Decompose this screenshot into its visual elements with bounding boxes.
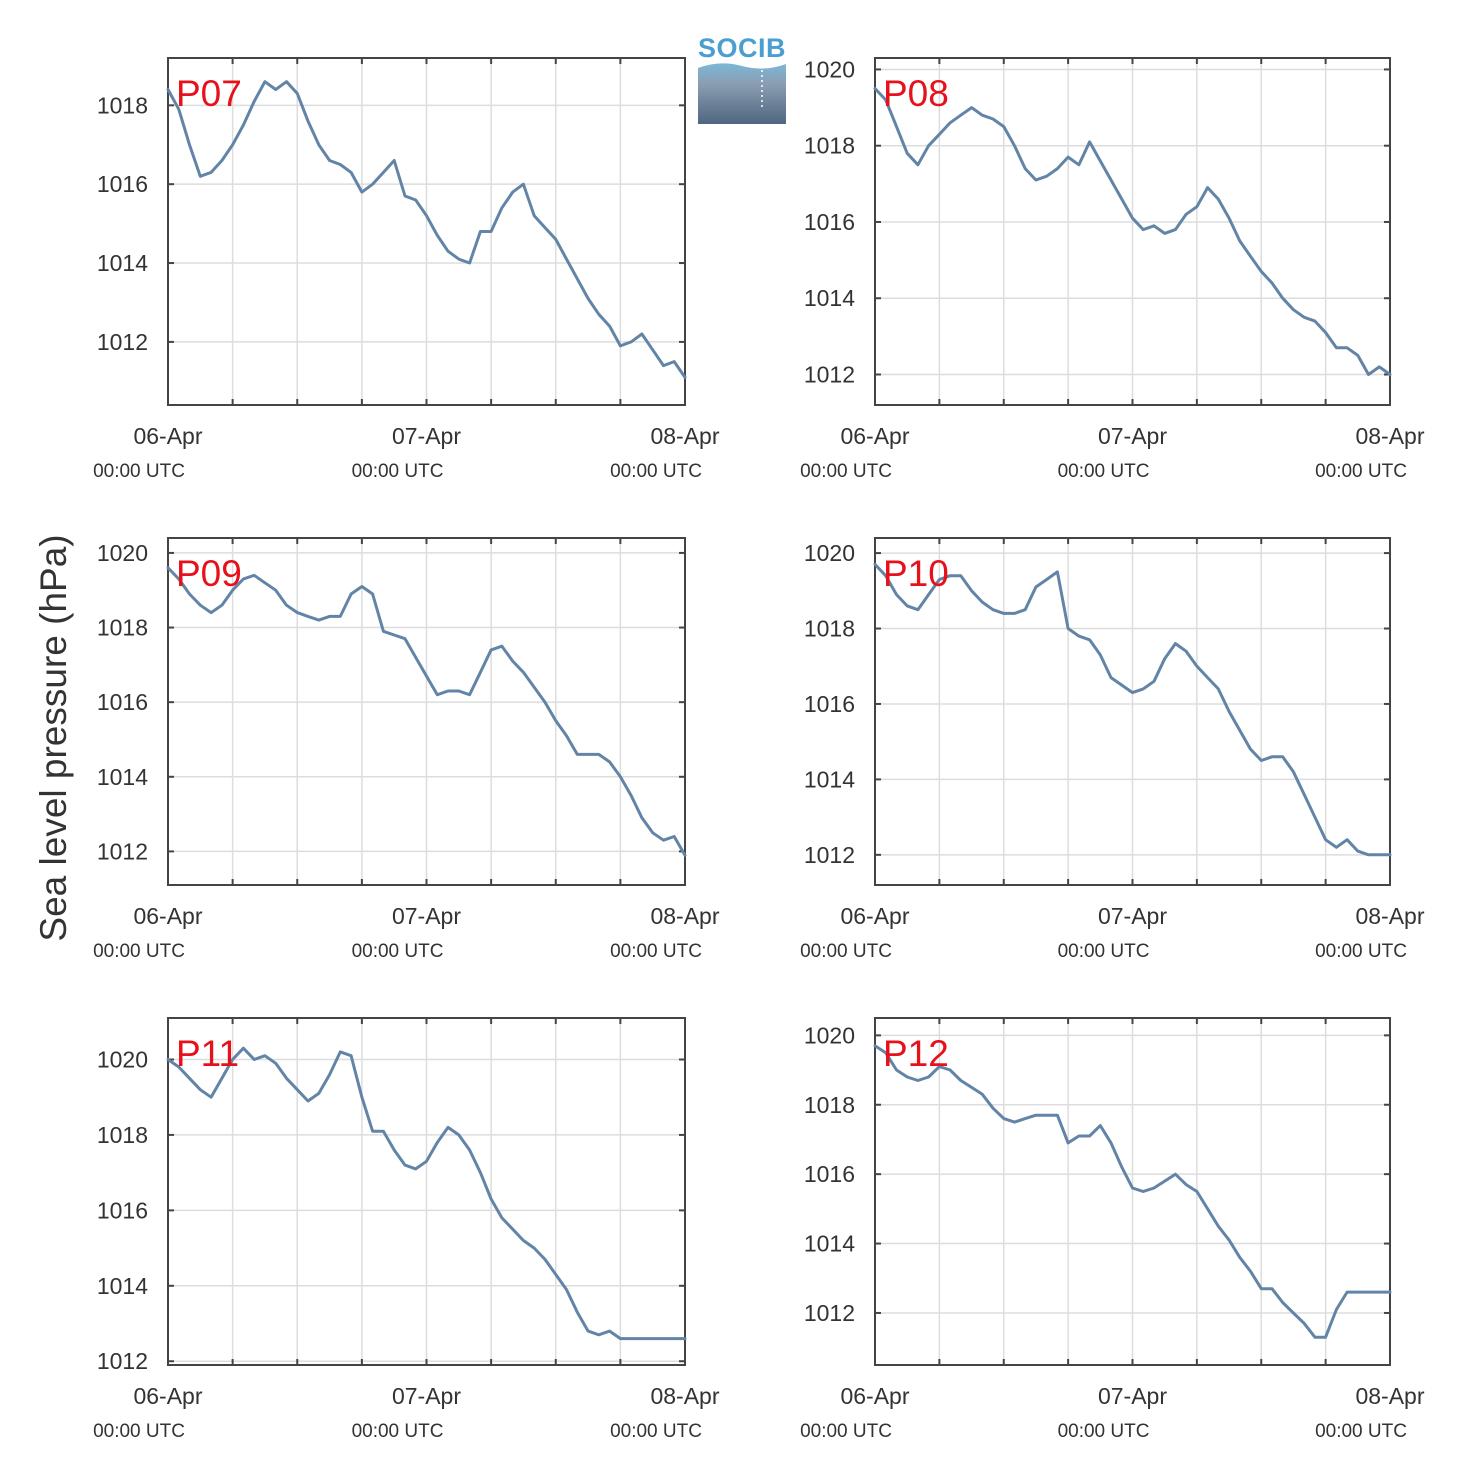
x-tick-date-label: 08-Apr <box>1355 423 1424 449</box>
x-tick-date-label: 06-Apr <box>133 1383 202 1409</box>
y-tick-label: 1018 <box>97 615 148 641</box>
y-tick-label: 1016 <box>97 171 148 197</box>
x-tick-time-label: 00:00 UTC <box>1315 461 1407 482</box>
x-tick-time-label: 00:00 UTC <box>800 941 892 962</box>
x-tick-time-label: 00:00 UTC <box>352 1421 444 1442</box>
pressure-series-line <box>873 87 1392 376</box>
x-tick-time-label: 00:00 UTC <box>93 941 185 962</box>
x-tick-time-label: 00:00 UTC <box>1315 941 1407 962</box>
x-tick-time-label: 00:00 UTC <box>93 461 185 482</box>
panel-label: P10 <box>883 553 949 594</box>
x-tick-date-label: 07-Apr <box>392 423 461 449</box>
x-tick-time-label: 00:00 UTC <box>1058 1421 1150 1442</box>
chart-panel-p11: 1012 1014 1016 1018 1020 06-Apr 00:00 UTC 07-Ap… <box>93 1017 720 1442</box>
y-tick-label: 1012 <box>97 838 148 864</box>
y-tick-label: 1016 <box>97 1197 148 1223</box>
x-tick-date-label: 06-Apr <box>840 1383 909 1409</box>
y-tick-label: 1012 <box>97 1348 148 1374</box>
y-tick-label: 1012 <box>97 329 148 355</box>
x-tick-time-label: 00:00 UTC <box>610 1421 702 1442</box>
panel-label: P11 <box>176 1033 239 1074</box>
x-tick-date-label: 08-Apr <box>650 1383 719 1409</box>
y-tick-label: 1014 <box>97 764 148 790</box>
x-tick-date-label: 06-Apr <box>133 423 202 449</box>
x-tick-date-label: 06-Apr <box>133 903 202 929</box>
logo-text: SOCIB <box>698 33 786 63</box>
x-tick-time-label: 00:00 UTC <box>1058 461 1150 482</box>
x-tick-time-label: 00:00 UTC <box>352 941 444 962</box>
y-tick-label: 1020 <box>97 540 148 566</box>
pressure-series-line <box>166 1046 687 1341</box>
y-tick-label: 1016 <box>804 1161 855 1187</box>
panels: 1012 1014 1016 1018 06-Apr 00:00 UTC 07-Apr 00:… <box>93 56 1425 1442</box>
pressure-series-line <box>166 566 687 857</box>
y-tick-label: 1018 <box>97 1122 148 1148</box>
y-tick-label: 1014 <box>804 285 855 311</box>
y-tick-label: 1016 <box>804 691 855 717</box>
x-tick-date-label: 07-Apr <box>1098 423 1167 449</box>
panel-label: P09 <box>176 553 242 594</box>
x-tick-time-label: 00:00 UTC <box>1315 1421 1407 1442</box>
x-tick-date-label: 08-Apr <box>650 903 719 929</box>
y-tick-label: 1018 <box>804 133 855 159</box>
x-tick-date-label: 07-Apr <box>392 1383 461 1409</box>
x-tick-date-label: 08-Apr <box>1355 903 1424 929</box>
pressure-series-line <box>873 1044 1392 1339</box>
chart-panel-p07: 1012 1014 1016 1018 06-Apr 00:00 UTC 07-Apr 00:… <box>93 57 720 482</box>
x-tick-date-label: 06-Apr <box>840 423 909 449</box>
pressure-series-line <box>166 80 687 379</box>
x-tick-time-label: 00:00 UTC <box>352 461 444 482</box>
y-tick-label: 1014 <box>804 1231 855 1257</box>
y-tick-label: 1018 <box>804 616 855 642</box>
y-tick-label: 1014 <box>97 250 148 276</box>
y-tick-label: 1018 <box>804 1092 855 1118</box>
y-tick-label: 1020 <box>804 540 855 566</box>
x-tick-date-label: 06-Apr <box>840 903 909 929</box>
x-tick-date-label: 07-Apr <box>1098 903 1167 929</box>
x-tick-time-label: 00:00 UTC <box>1058 941 1150 962</box>
x-tick-date-label: 07-Apr <box>392 903 461 929</box>
x-tick-time-label: 00:00 UTC <box>800 461 892 482</box>
panel-label: P07 <box>176 73 242 114</box>
y-tick-label: 1012 <box>804 842 855 868</box>
x-tick-date-label: 07-Apr <box>1098 1383 1167 1409</box>
y-tick-label: 1020 <box>97 1046 148 1072</box>
y-tick-label: 1020 <box>804 1022 855 1048</box>
x-tick-date-label: 08-Apr <box>650 423 719 449</box>
chart-panel-p10: 1012 1014 1016 1018 1020 06-Apr 00:00 UTC 07-Ap… <box>800 537 1425 962</box>
y-tick-label: 1012 <box>804 1300 855 1326</box>
chart-panel-p09: 1012 1014 1016 1018 1020 06-Apr 00:00 UTC 07-Ap… <box>93 537 720 962</box>
x-tick-date-label: 08-Apr <box>1355 1383 1424 1409</box>
y-tick-label: 1020 <box>804 56 855 82</box>
x-tick-time-label: 00:00 UTC <box>93 1421 185 1442</box>
logo-wave-icon <box>698 63 786 124</box>
y-tick-label: 1014 <box>804 766 855 792</box>
panel-label: P12 <box>883 1033 949 1074</box>
x-tick-time-label: 00:00 UTC <box>610 461 702 482</box>
y-tick-label: 1018 <box>97 92 148 118</box>
panel-label: P08 <box>883 73 949 114</box>
x-tick-time-label: 00:00 UTC <box>610 941 702 962</box>
y-tick-label: 1012 <box>804 361 855 387</box>
y-tick-label: 1016 <box>97 689 148 715</box>
x-tick-time-label: 00:00 UTC <box>800 1421 892 1442</box>
y-tick-label: 1016 <box>804 209 855 235</box>
socib-logo: SOCIB <box>698 33 786 124</box>
y-tick-label: 1014 <box>97 1273 148 1299</box>
chart-panel-p12: 1012 1014 1016 1018 1020 06-Apr 00:00 UTC 07-Ap… <box>800 1017 1425 1442</box>
chart-panel-p08: 1012 1014 1016 1018 1020 06-Apr 00:00 UTC 07-Ap… <box>800 56 1425 482</box>
pressure-series-line <box>873 562 1392 857</box>
y-axis-label: Sea level pressure (hPa) <box>33 534 74 941</box>
